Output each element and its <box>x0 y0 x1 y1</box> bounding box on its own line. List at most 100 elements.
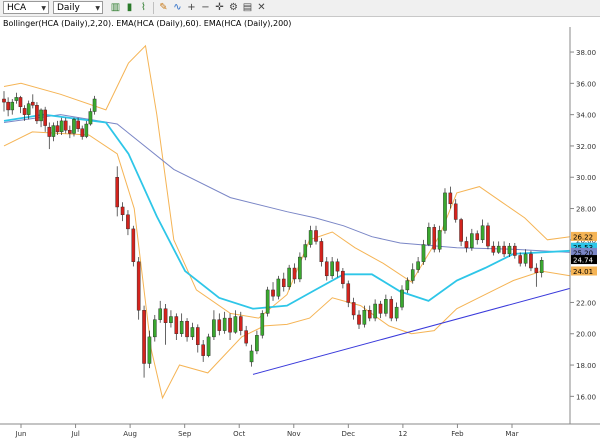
candle-body <box>10 101 15 111</box>
candle-body <box>475 233 480 241</box>
candle-body <box>22 108 27 115</box>
candle-body <box>513 245 517 256</box>
candle-body <box>142 310 146 364</box>
candle-body <box>271 289 275 297</box>
chart-background <box>0 17 600 439</box>
chevron-down-icon: ▼ <box>95 5 100 12</box>
candle-body <box>276 278 281 297</box>
close-icon[interactable]: ✕ <box>257 2 266 13</box>
candlestick-icon[interactable]: ▮ <box>126 2 133 13</box>
candle-body <box>249 350 254 363</box>
x-tick-label: Dec <box>342 430 356 438</box>
candle-body <box>185 321 189 338</box>
candle-body <box>196 327 200 345</box>
candle-body <box>153 319 157 338</box>
candle-body <box>357 314 361 325</box>
price-label-box <box>571 255 597 265</box>
candle-body <box>314 230 318 242</box>
candle-body <box>292 267 297 280</box>
candle-body <box>92 98 97 112</box>
candle-body <box>459 219 463 242</box>
candle-body <box>31 101 35 106</box>
chart-canvas[interactable]: Bollinger(HCA (Daily),2,20). EMA(HCA (Da… <box>0 17 600 439</box>
crosshair-icon[interactable]: ✛ <box>215 2 224 13</box>
y-tick-label: 36.00 <box>576 80 596 88</box>
y-tick-label: 18.00 <box>576 362 596 370</box>
candle-body <box>14 97 19 101</box>
x-tick-label: Sep <box>178 430 192 438</box>
interval-select[interactable]: Daily ▼ <box>53 1 103 14</box>
candle-body <box>421 244 426 262</box>
candle-body <box>491 245 496 253</box>
zoom-in-icon[interactable]: + <box>187 2 196 13</box>
price-label-text: 26.22 <box>573 233 593 241</box>
candle-body <box>437 230 442 250</box>
candle-body <box>443 192 447 231</box>
candle-body <box>529 253 533 269</box>
price-label-box <box>571 242 597 252</box>
candle-body <box>308 230 313 245</box>
candle-body <box>51 125 56 137</box>
zoom-out-icon[interactable]: − <box>201 2 210 13</box>
candle-body <box>55 125 60 133</box>
candle-body <box>432 227 437 250</box>
candle-body <box>136 261 141 311</box>
candle-body <box>47 126 52 137</box>
candle-body <box>88 111 93 125</box>
candle-body <box>389 299 394 319</box>
candle-body <box>351 302 356 316</box>
candle-body <box>319 241 324 262</box>
x-tick-label: Jun <box>15 430 27 438</box>
candle-body <box>76 120 80 129</box>
symbol-input[interactable]: HCA ▼ <box>3 1 49 14</box>
candle-body <box>539 259 544 273</box>
bar-chart-icon[interactable]: ▥ <box>110 2 121 13</box>
candle-body <box>174 316 179 334</box>
axis-layer: 38.0036.0034.0032.0030.0028.0026.0024.00… <box>0 27 600 438</box>
x-tick-label: 12 <box>398 430 407 438</box>
candle-body <box>400 289 404 308</box>
candle-body <box>362 310 367 325</box>
price-label-box <box>571 231 597 241</box>
price-chart[interactable]: Bollinger(HCA (Daily),2,20). EMA(HCA (Da… <box>0 17 600 439</box>
y-tick-label: 20.00 <box>576 331 596 339</box>
line-chart-icon[interactable]: ⌇ <box>141 2 146 13</box>
candle-body <box>281 278 286 287</box>
candle-body <box>405 280 410 291</box>
y-tick-label: 16.00 <box>576 393 596 401</box>
x-tick-label: Mar <box>505 430 518 438</box>
candle-body <box>373 303 377 319</box>
x-tick-label: Jul <box>70 430 80 438</box>
y-tick-label: 32.00 <box>576 143 596 151</box>
indicator-icon[interactable]: ∿ <box>173 2 182 13</box>
candle-body <box>72 119 76 134</box>
chart-settings-icon[interactable]: ⚙ <box>229 2 238 13</box>
candle-body <box>2 98 6 103</box>
candle-body <box>212 319 216 338</box>
draw-pen-icon[interactable]: ✎ <box>159 2 168 13</box>
candle-body <box>84 123 89 137</box>
interval-value: Daily <box>57 3 80 13</box>
candle-body <box>126 214 130 230</box>
candle-body <box>453 203 458 220</box>
x-tick-label: Feb <box>451 430 464 438</box>
candle-body <box>265 289 270 314</box>
candle-body <box>448 192 453 205</box>
candle-body <box>147 336 152 364</box>
candle-body <box>394 306 399 319</box>
candle-body <box>464 241 469 248</box>
candle-body <box>523 253 528 264</box>
candle-body <box>378 303 383 314</box>
y-tick-label: 28.00 <box>576 206 596 214</box>
candle-body <box>238 316 243 331</box>
candle-body <box>324 261 329 277</box>
y-tick-label: 22.00 <box>576 299 596 307</box>
candle-body <box>228 317 232 333</box>
candle-body <box>190 327 195 338</box>
candle-body <box>416 261 420 270</box>
candle-body <box>260 313 265 336</box>
candle-body <box>217 319 222 331</box>
print-icon[interactable]: ▤ <box>242 2 253 13</box>
candle-body <box>480 225 485 241</box>
candle-body <box>410 269 415 281</box>
